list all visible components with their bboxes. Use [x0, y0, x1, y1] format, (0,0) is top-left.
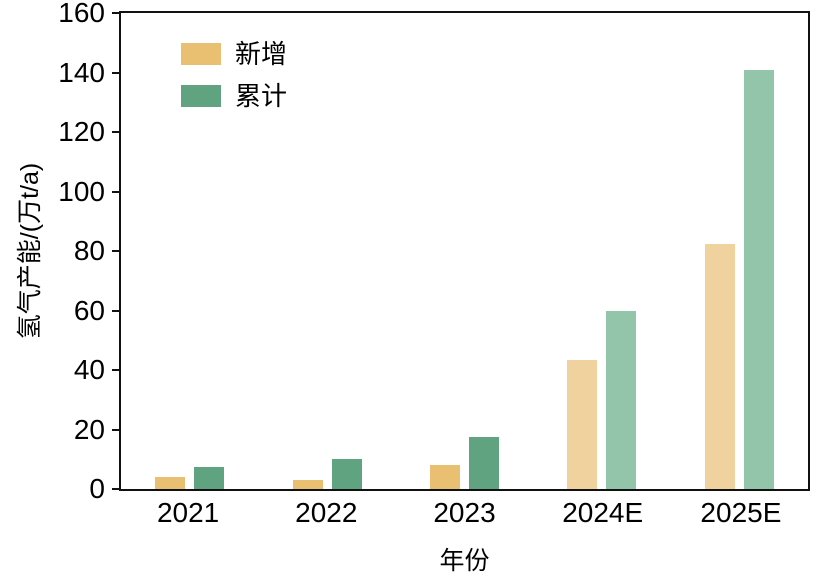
legend-item-新增: 新增 [181, 41, 287, 67]
x-tick-label-2023: 2023 [433, 497, 496, 528]
bar-累计-2025E [743, 69, 774, 489]
y-tick-label: 120 [58, 116, 105, 147]
bar-group-2024E [533, 13, 670, 489]
y-tick-label: 0 [89, 473, 105, 504]
bar-新增-2021 [155, 477, 186, 489]
y-tick-mark [112, 190, 121, 193]
bar-累计-2022 [331, 459, 362, 489]
bar-累计-2021 [194, 466, 225, 489]
bars-container [121, 13, 808, 489]
y-tick-mark [112, 488, 121, 490]
legend-swatch [181, 85, 221, 107]
y-axis-label: 氢气产能/(万t/a) [16, 162, 44, 340]
bar-group-2025E [671, 13, 808, 489]
x-tick-label-2021: 2021 [156, 497, 220, 528]
y-tick-mark [112, 12, 121, 14]
plot-area: 0 20 40 60 80 100 120 140 160 新增累计 [58, 0, 810, 503]
y-tick-mark [112, 309, 121, 312]
x-tick-label-2025E: 2025E [700, 497, 782, 528]
y-tick-mark [112, 131, 121, 133]
bar-group-2022 [258, 13, 395, 489]
legend-label: 累计 [235, 81, 288, 111]
legend-swatch [181, 43, 221, 65]
y-tick-label: 100 [58, 175, 105, 207]
bar-累计-2024E [606, 310, 637, 489]
x-tick-label-2022: 2022 [295, 497, 358, 528]
x-axis-tick-labels: 2021 2022 2023 2024E 2025E [119, 497, 810, 529]
bar-新增-2023 [430, 465, 461, 489]
y-tick-label: 140 [58, 56, 105, 88]
legend: 新增 累计 [181, 41, 287, 109]
y-tick-label: 20 [73, 413, 105, 445]
bar-group-2021 [121, 13, 258, 489]
y-tick-mark [112, 250, 121, 252]
y-tick-mark [112, 369, 121, 371]
y-tick-mark [112, 428, 121, 431]
bar-新增-2024E [567, 359, 598, 489]
x-axis-label: 年份 [439, 547, 490, 575]
legend-label: 新增 [235, 39, 288, 69]
bar-新增-2022 [292, 480, 323, 489]
bar-累计-2023 [469, 436, 500, 489]
bar-新增-2025E [704, 243, 735, 489]
y-tick-label: 80 [73, 235, 105, 266]
y-tick-mark [112, 71, 121, 74]
y-tick-label: 60 [73, 294, 105, 326]
legend-item-累计: 累计 [181, 83, 287, 109]
x-tick-label-2024E: 2024E [562, 497, 644, 528]
y-tick-label: 160 [58, 0, 105, 28]
bar-group-2023 [396, 13, 533, 489]
y-tick-label: 40 [73, 354, 105, 385]
